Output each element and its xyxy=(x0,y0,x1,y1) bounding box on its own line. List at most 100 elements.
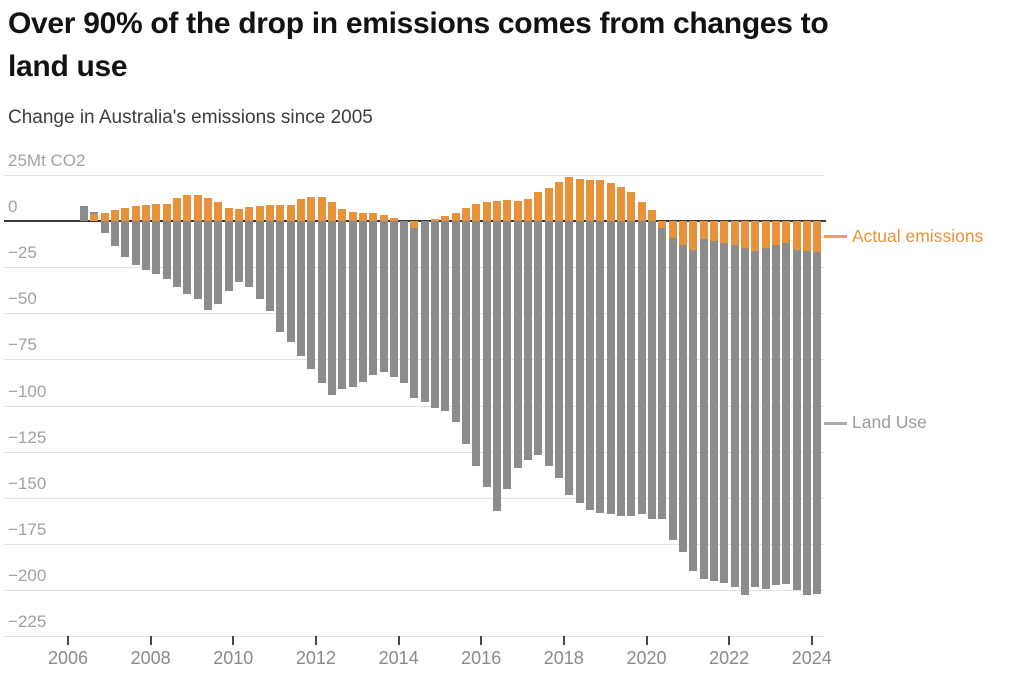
bar-land-use xyxy=(699,239,708,579)
bar-land-use xyxy=(617,221,625,517)
bar-land-use xyxy=(627,221,636,517)
bar-actual-emissions xyxy=(771,221,780,245)
y-gridline xyxy=(4,497,824,499)
bar-actual-emissions xyxy=(286,205,295,221)
bar-land-use xyxy=(678,245,687,553)
bar-land-use xyxy=(203,221,212,310)
y-gridline xyxy=(4,543,824,545)
bar-actual-emissions xyxy=(720,221,729,244)
bar-land-use xyxy=(709,241,718,581)
bar-actual-emissions xyxy=(358,212,367,221)
x-axis-tick xyxy=(67,636,69,645)
x-axis-tick xyxy=(645,636,648,645)
bar-land-use xyxy=(668,237,677,541)
y-axis-label: 0 xyxy=(8,197,18,216)
bar-land-use xyxy=(658,227,667,519)
bar-actual-emissions xyxy=(389,218,398,221)
bar-actual-emissions xyxy=(472,203,481,221)
bar-land-use xyxy=(431,221,440,409)
bar-actual-emissions xyxy=(255,206,264,221)
bar-actual-emissions xyxy=(214,201,223,221)
legend-connector-land-use xyxy=(824,421,847,425)
bar-actual-emissions xyxy=(90,213,99,221)
bar-actual-emissions xyxy=(606,183,615,221)
x-axis-tick xyxy=(480,636,483,645)
bar-land-use xyxy=(771,245,780,586)
bar-actual-emissions xyxy=(172,197,181,221)
bar-actual-emissions xyxy=(121,208,130,221)
bar-actual-emissions xyxy=(637,201,646,221)
y-axis-label: −225 xyxy=(8,612,47,632)
bar-land-use xyxy=(761,247,770,590)
bar-land-use xyxy=(327,221,336,396)
y-axis-label: 25Mt CO2 xyxy=(8,150,86,170)
bar-actual-emissions xyxy=(813,221,822,253)
bar-actual-emissions xyxy=(307,197,316,221)
x-axis-label: 2022 xyxy=(709,648,750,668)
bar-actual-emissions xyxy=(709,221,718,242)
bar-land-use xyxy=(596,221,605,514)
bar-land-use xyxy=(586,221,594,510)
bar-land-use xyxy=(441,221,450,411)
x-axis-label: 2012 xyxy=(295,648,336,668)
y-axis-label: −150 xyxy=(8,473,47,493)
y-axis-label: −25 xyxy=(8,243,37,263)
bar-actual-emissions xyxy=(431,219,440,221)
x-axis-tick xyxy=(810,636,813,645)
bar-land-use xyxy=(462,221,471,445)
bar-land-use xyxy=(575,221,584,504)
bar-land-use xyxy=(296,221,305,356)
y-axis-label: −100 xyxy=(8,381,47,401)
bar-actual-emissions xyxy=(555,182,563,221)
bar-land-use xyxy=(245,221,254,288)
bar-land-use xyxy=(80,206,88,221)
bar-land-use xyxy=(751,250,760,588)
x-axis-label: 2010 xyxy=(213,648,254,668)
bar-actual-emissions xyxy=(152,204,161,221)
bar-land-use xyxy=(689,249,698,571)
bar-land-use xyxy=(544,221,553,467)
bar-land-use xyxy=(100,221,109,233)
chart-title-line-1: Over 90% of the drop in emissions comes … xyxy=(8,7,829,40)
bar-actual-emissions xyxy=(451,212,460,221)
bar-actual-emissions xyxy=(348,211,357,221)
bar-land-use xyxy=(420,221,429,402)
bar-actual-emissions xyxy=(327,201,336,221)
legend-label-actual-emissions: Actual emissions xyxy=(852,225,984,246)
x-axis-label: 2018 xyxy=(543,648,584,668)
bar-land-use xyxy=(265,221,274,311)
x-axis-tick xyxy=(397,636,400,645)
y-gridline xyxy=(4,405,824,407)
bar-land-use xyxy=(307,221,316,369)
x-axis-tick xyxy=(314,636,317,645)
bar-actual-emissions xyxy=(740,221,749,248)
legend-connector-actual-emissions xyxy=(824,235,847,239)
bar-actual-emissions xyxy=(111,209,119,221)
bar-actual-emissions xyxy=(369,212,378,221)
bar-actual-emissions xyxy=(689,221,698,250)
x-axis-tick xyxy=(149,636,152,645)
bar-actual-emissions xyxy=(699,221,708,240)
bar-land-use xyxy=(720,243,729,583)
x-axis-tick xyxy=(728,636,731,645)
bar-land-use xyxy=(317,221,326,384)
y-gridline xyxy=(4,590,824,591)
bar-land-use xyxy=(410,227,419,399)
bar-land-use xyxy=(472,221,481,467)
y-gridline xyxy=(4,451,824,453)
x-axis-tick xyxy=(562,636,565,645)
bar-land-use xyxy=(782,243,791,585)
y-axis-label: −200 xyxy=(8,566,47,585)
bar-land-use xyxy=(813,252,822,594)
bar-actual-emissions xyxy=(482,201,491,221)
legend-label-land-use: Land Use xyxy=(852,412,927,432)
bar-land-use xyxy=(400,221,409,384)
bar-land-use xyxy=(286,221,295,342)
bar-land-use xyxy=(482,221,491,487)
bar-actual-emissions xyxy=(410,221,419,228)
bar-actual-emissions xyxy=(100,212,109,221)
bar-actual-emissions xyxy=(617,186,625,221)
bar-actual-emissions xyxy=(761,221,770,248)
y-gridline xyxy=(4,174,824,176)
x-axis-label: 2008 xyxy=(130,648,171,668)
